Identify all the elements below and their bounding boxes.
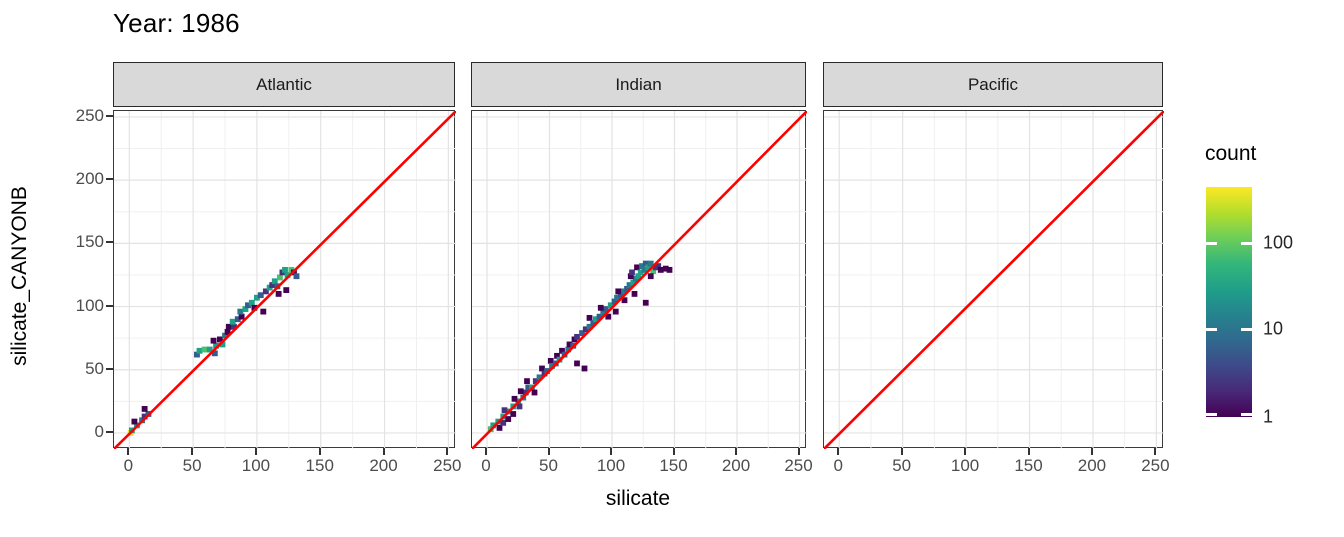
x-tick-label: 0 xyxy=(481,456,491,475)
gridlines-major xyxy=(472,111,807,449)
identity-line xyxy=(114,111,456,449)
legend-title: count xyxy=(1205,142,1257,165)
x-axis-tick xyxy=(382,448,385,455)
y-axis-tick xyxy=(106,178,113,181)
y-axis-tick xyxy=(106,367,113,370)
legend-label-10: 10 xyxy=(1263,318,1284,339)
panel-plot-area xyxy=(114,111,456,449)
facet-strip-indian: Indian xyxy=(471,62,806,107)
x-tick-label: 250 xyxy=(784,456,813,475)
x-axis-tick xyxy=(254,448,257,455)
gridlines-major xyxy=(114,111,456,449)
gridlines-minor xyxy=(114,111,456,449)
x-tick-label: 50 xyxy=(892,456,912,475)
x-axis-tick xyxy=(446,448,449,455)
legend-tick-100 xyxy=(1206,242,1217,245)
identity-line xyxy=(472,111,807,449)
x-tick-label: 150 xyxy=(305,456,334,475)
x-tick-label: 0 xyxy=(123,456,134,475)
facet-strip-label: Pacific xyxy=(967,74,1019,94)
x-tick-label: 50 xyxy=(539,456,558,475)
legend-tick-10 xyxy=(1241,328,1252,331)
facet-strip-pacific: Pacific xyxy=(823,62,1163,107)
x-tick-label: 100 xyxy=(596,456,626,475)
x-axis-title: silicate xyxy=(605,487,671,510)
x-tick-label: 200 xyxy=(1077,456,1107,475)
x-axis-tick xyxy=(837,448,840,455)
y-tick-label: 0 xyxy=(94,421,104,441)
facet-strip-label: Indian xyxy=(615,74,662,94)
gridlines-major xyxy=(824,111,1164,449)
gridlines-minor xyxy=(824,111,1164,449)
legend-label-1: 1 xyxy=(1263,406,1274,427)
x-tick-label: 50 xyxy=(182,456,202,475)
x-axis-tick xyxy=(964,448,967,455)
facet-panel-pacific xyxy=(823,110,1164,449)
x-tick-label: 150 xyxy=(1014,456,1043,475)
x-tick-label: 250 xyxy=(433,456,462,475)
y-tick-label: 100 xyxy=(75,295,104,315)
x-axis-tick xyxy=(735,448,737,455)
legend-colorbar xyxy=(1206,187,1252,417)
x-axis-tick xyxy=(318,448,321,455)
y-tick-label: 250 xyxy=(75,105,104,125)
y-axis-tick xyxy=(106,114,113,117)
facet-strip-label: Atlantic xyxy=(256,74,312,94)
x-tick-label: 250 xyxy=(1141,456,1170,475)
x-axis-tick xyxy=(127,448,130,455)
legend-tick-100 xyxy=(1241,242,1252,245)
x-axis-tick xyxy=(485,448,487,455)
x-axis-tick xyxy=(191,448,194,455)
y-tick-label: 150 xyxy=(75,232,104,252)
y-axis-tick xyxy=(106,241,113,244)
y-tick-label: 50 xyxy=(85,358,104,378)
legend-tick-1 xyxy=(1241,413,1252,416)
panel-plot-area xyxy=(824,111,1164,449)
legend-label-100: 100 xyxy=(1263,232,1294,253)
x-axis-tick xyxy=(900,448,903,455)
x-axis-tick xyxy=(1027,448,1030,455)
x-tick-label: 150 xyxy=(659,456,688,475)
facet-strip-atlantic: Atlantic xyxy=(113,62,455,107)
x-tick-label: 0 xyxy=(833,456,843,475)
x-axis-tick xyxy=(672,448,675,455)
x-tick-label: 200 xyxy=(369,456,398,475)
plot-title: Year: 1986 xyxy=(113,8,240,38)
panel-plot-area xyxy=(472,111,807,449)
x-tick-label: 200 xyxy=(721,456,751,475)
x-axis-tick xyxy=(797,448,800,455)
y-tick-label: 200 xyxy=(75,169,104,189)
identity-line xyxy=(824,111,1164,449)
x-tick-label: 100 xyxy=(241,456,271,475)
x-axis-tick xyxy=(1090,448,1093,455)
y-axis-tick xyxy=(106,304,113,307)
y-axis-tick xyxy=(106,430,113,433)
y-axis-title: silicate_CANYONB xyxy=(8,186,31,366)
x-axis-tick xyxy=(547,448,550,455)
facet-panel-indian xyxy=(471,110,807,449)
facet-panel-atlantic xyxy=(113,110,456,449)
x-axis-tick xyxy=(610,448,612,455)
x-axis-tick xyxy=(1154,448,1157,455)
legend-tick-1 xyxy=(1206,413,1217,416)
x-tick-label: 100 xyxy=(950,456,980,475)
legend-tick-10 xyxy=(1206,328,1217,331)
